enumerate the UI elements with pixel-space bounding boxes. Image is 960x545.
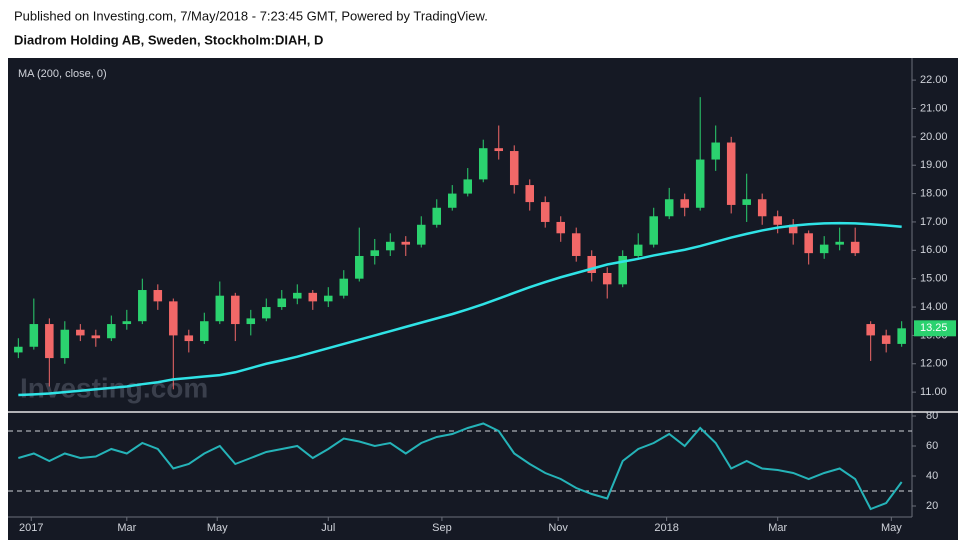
y-tick-label: 18.00 [920, 187, 948, 199]
y-tick-label: 12.00 [920, 358, 948, 370]
y-tick-label: 14.00 [920, 301, 948, 313]
x-tick-label: Nov [548, 522, 568, 534]
x-tick-label: 2018 [654, 522, 678, 534]
last-price-box [914, 320, 956, 337]
candle-body [215, 295, 225, 322]
candle-body [664, 199, 674, 217]
candle-body [773, 216, 782, 225]
candle-body [45, 324, 54, 359]
x-tick-label: 2017 [19, 522, 43, 534]
x-tick-label: Jul [321, 522, 335, 534]
candle-body [742, 199, 751, 205]
candle-body [463, 179, 473, 194]
candle-body [416, 224, 426, 245]
x-tick-label: May [881, 522, 902, 534]
candle-body [293, 292, 302, 299]
candle-body [60, 329, 70, 359]
candle-body [726, 142, 736, 205]
candle-body [339, 278, 349, 296]
candle-body [711, 142, 720, 160]
candle-body [680, 199, 689, 208]
y-tick-label: 20.00 [920, 131, 948, 143]
y-tick-label: 11.00 [920, 386, 947, 398]
candle-body [618, 255, 627, 285]
candle-body [184, 335, 194, 342]
y-tick-label: 15.00 [920, 273, 948, 285]
candle-body [447, 193, 457, 208]
candle-body [540, 202, 550, 222]
candle-body [14, 346, 23, 353]
candle-body [231, 295, 240, 325]
candle-body [571, 233, 581, 256]
candle-body [556, 221, 565, 234]
candle-body [138, 290, 147, 322]
candle-body [277, 298, 287, 308]
candle-body [819, 244, 829, 254]
candle-body [649, 216, 658, 245]
y-tick-label: 17.00 [920, 216, 948, 228]
candle-body [91, 335, 101, 339]
candle-body [107, 324, 116, 339]
candle-body [169, 301, 178, 336]
y-tick-label: 16.00 [920, 244, 948, 256]
rsi-line [18, 422, 903, 511]
candle-body [386, 241, 395, 251]
candle-body [246, 318, 256, 325]
published-note: Published on Investing.com, 7/May/2018 -… [14, 8, 488, 23]
candle-body [881, 335, 891, 344]
y-tick-label: 22.00 [920, 74, 948, 86]
candle-body [494, 148, 504, 152]
candle-body [757, 199, 767, 217]
y-tick-label: 20 [926, 500, 938, 512]
candle-body [29, 324, 39, 347]
candle-body [401, 241, 411, 245]
candle-body [804, 233, 813, 254]
candle-body [308, 292, 318, 302]
moving-average [18, 221, 902, 397]
last-price-label: 13.25 [920, 322, 948, 334]
candle-body [788, 224, 798, 234]
candle-body [153, 290, 163, 302]
y-tick-label: 80 [926, 410, 938, 422]
candle-body [897, 328, 906, 344]
candle-body [602, 273, 612, 285]
candle-body [200, 321, 209, 342]
candle-body [633, 244, 643, 256]
x-tick-label: Mar [768, 522, 787, 534]
y-tick-label: 19.00 [920, 159, 948, 171]
candle-body [587, 255, 596, 274]
candle-body [324, 295, 333, 302]
y-tick-label: 40 [926, 470, 938, 482]
candle-body [850, 241, 860, 254]
candle-body [525, 185, 534, 203]
candle-body [866, 324, 875, 336]
chart-background [8, 58, 958, 540]
y-tick-label: 60 [926, 440, 938, 452]
candle-body [509, 151, 519, 186]
candle-body [122, 321, 132, 325]
x-tick-label: Mar [117, 522, 136, 534]
x-tick-label: May [207, 522, 228, 534]
candle-body [695, 159, 705, 208]
candle-body [262, 307, 271, 319]
candle-body [355, 255, 364, 279]
candle-body [76, 329, 85, 336]
indicator-label: MA (200, close, 0) [18, 68, 107, 80]
candle-body [835, 241, 844, 245]
candle-body [432, 207, 442, 225]
x-tick-label: Sep [432, 522, 452, 534]
candle-body [478, 148, 488, 180]
y-tick-label: 21.00 [920, 102, 948, 114]
candle-body [370, 250, 380, 256]
symbol-title: Diadrom Holding AB, Sweden, Stockholm:DI… [14, 32, 323, 47]
